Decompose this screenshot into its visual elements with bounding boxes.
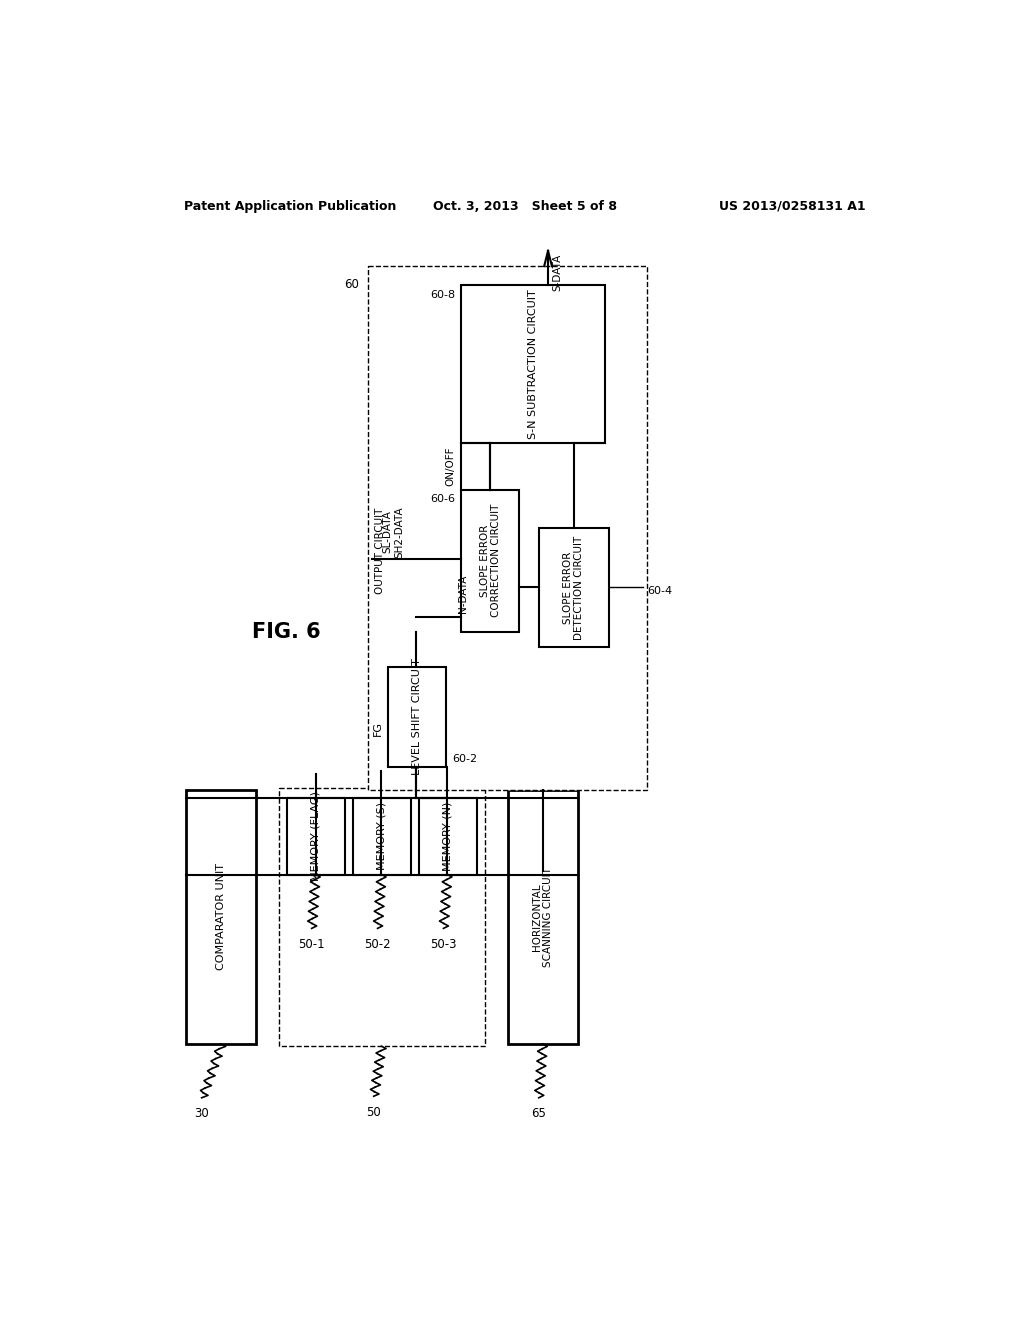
Text: 60-6: 60-6 [430, 494, 455, 504]
Bar [186, 789, 256, 1044]
Text: 50-2: 50-2 [365, 937, 391, 950]
Bar [461, 490, 519, 632]
Bar [287, 797, 345, 874]
Bar [539, 528, 608, 647]
Bar [461, 285, 604, 444]
Text: 30: 30 [195, 1107, 209, 1121]
Bar [388, 667, 445, 767]
Text: MEMORY (FLAG): MEMORY (FLAG) [311, 791, 321, 880]
Text: SH2-DATA: SH2-DATA [394, 506, 404, 557]
Text: COMPARATOR UNIT: COMPARATOR UNIT [216, 863, 226, 970]
Text: SLOPE ERROR
CORRECTION CIRCUIT: SLOPE ERROR CORRECTION CIRCUIT [479, 504, 501, 618]
Text: FIG. 6: FIG. 6 [252, 622, 321, 642]
Text: Oct. 3, 2013   Sheet 5 of 8: Oct. 3, 2013 Sheet 5 of 8 [433, 199, 616, 213]
Bar [280, 788, 484, 1047]
Bar [352, 797, 411, 874]
Text: 60: 60 [344, 277, 359, 290]
Text: 60-8: 60-8 [430, 289, 455, 300]
Text: 60-2: 60-2 [452, 754, 477, 764]
Text: S-DATA: S-DATA [552, 253, 562, 290]
Text: MEMORY (N): MEMORY (N) [442, 801, 453, 871]
Text: HORIZONTAL
SCANNING CIRCUIT: HORIZONTAL SCANNING CIRCUIT [531, 867, 553, 966]
Text: 50: 50 [367, 1106, 381, 1118]
Text: FG: FG [374, 721, 383, 735]
Text: MEMORY (S): MEMORY (S) [377, 803, 387, 870]
Text: ON/OFF: ON/OFF [445, 446, 456, 486]
Text: 50-3: 50-3 [430, 937, 457, 950]
Text: US 2013/0258131 A1: US 2013/0258131 A1 [719, 199, 866, 213]
Text: 50-1: 50-1 [298, 937, 325, 950]
Text: SLOPE ERROR
DETECTION CIRCUIT: SLOPE ERROR DETECTION CIRCUIT [563, 536, 585, 640]
Text: SL-DATA: SL-DATA [383, 511, 392, 553]
Text: N-DATA: N-DATA [458, 574, 468, 612]
Text: 65: 65 [531, 1107, 546, 1121]
Text: S-N SUBTRACTION CIRCUIT: S-N SUBTRACTION CIRCUIT [528, 289, 538, 440]
Bar [369, 267, 647, 789]
Bar [419, 797, 477, 874]
Text: Patent Application Publication: Patent Application Publication [183, 199, 396, 213]
Text: OUTPUT CIRCUIT: OUTPUT CIRCUIT [375, 508, 385, 594]
Text: LEVEL SHIFT CIRCUIT: LEVEL SHIFT CIRCUIT [412, 659, 422, 775]
Text: 60-4: 60-4 [647, 586, 673, 597]
Bar [508, 789, 578, 1044]
